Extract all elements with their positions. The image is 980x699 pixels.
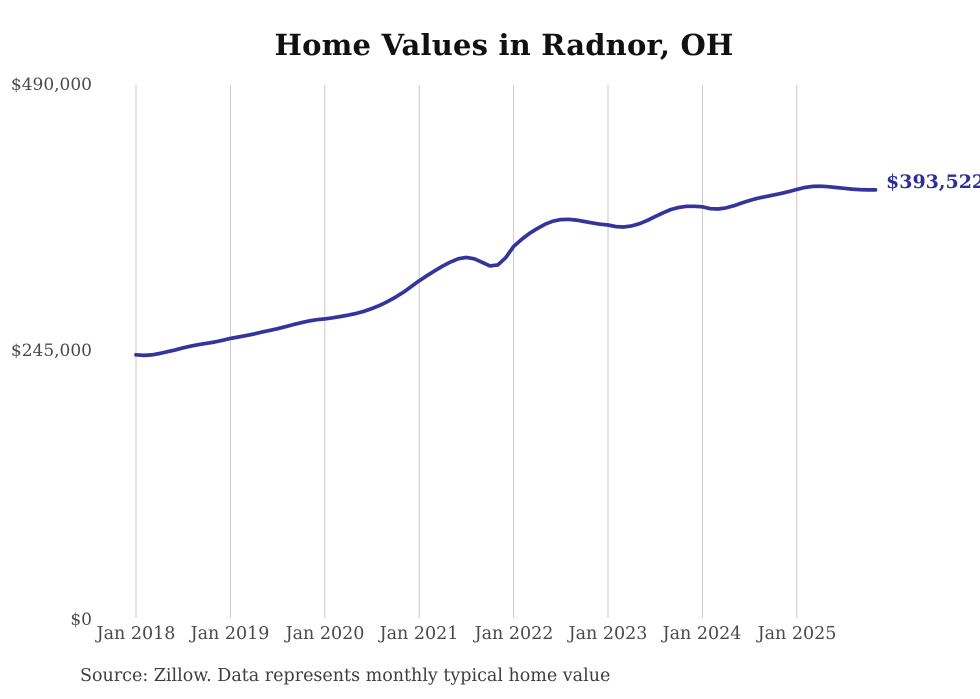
x-axis-tick-label: Jan 2021 bbox=[379, 624, 459, 644]
chart-title: Home Values in Radnor, OH bbox=[274, 28, 734, 62]
y-axis-tick-label: $490,000 bbox=[10, 75, 92, 95]
x-axis-tick-label: Jan 2018 bbox=[96, 624, 176, 644]
x-axis-tick-label: Jan 2024 bbox=[662, 624, 742, 644]
value-line bbox=[134, 184, 878, 358]
end-value-label: $393,522 bbox=[886, 171, 980, 193]
x-axis-tick-label: Jan 2023 bbox=[568, 624, 648, 644]
x-axis-tick-label: Jan 2019 bbox=[190, 624, 270, 644]
x-axis-tick-label: Jan 2020 bbox=[285, 624, 365, 644]
y-axis-tick-label: $0 bbox=[70, 610, 92, 630]
x-axis-tick-label: Jan 2022 bbox=[474, 624, 554, 644]
source-note: Source: Zillow. Data represents monthly … bbox=[80, 666, 611, 686]
x-axis-tick-label: Jan 2025 bbox=[757, 624, 837, 644]
y-axis-tick-label: $245,000 bbox=[10, 341, 92, 361]
gridlines bbox=[135, 85, 798, 618]
